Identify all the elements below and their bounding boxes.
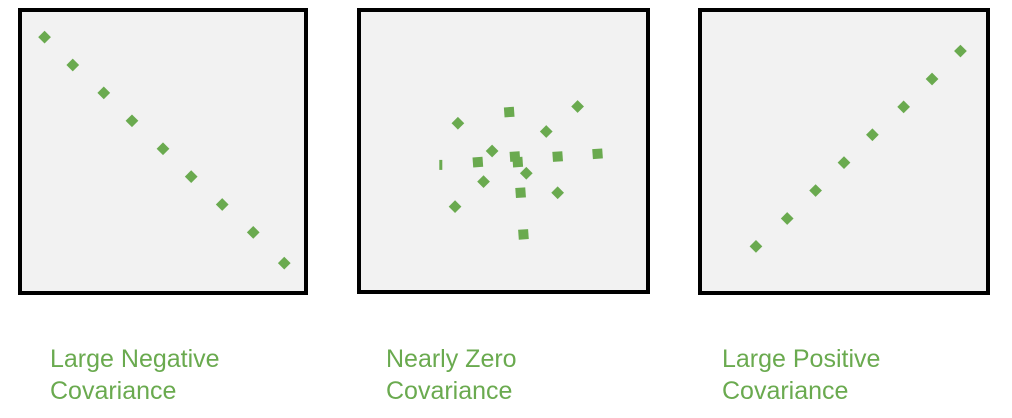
scatter-point [749,239,763,253]
scatter-point [925,72,939,86]
zero-covariance-plot [357,8,650,294]
scatter-point [448,200,462,213]
scatter-point [184,170,198,183]
scatter-point [472,156,484,168]
negative-caption-line-2: Covariance [50,377,177,405]
scatter-point [439,159,443,170]
scatter-point [780,212,794,225]
scatter-point [503,106,515,118]
scatter-point [519,166,533,180]
scatter-point [518,229,529,240]
scatter-point [809,184,822,197]
scatter-point [897,100,911,114]
scatter-point [485,144,499,158]
scatter-point [837,156,851,170]
scatter-point [477,175,490,188]
scatter-point [515,187,526,199]
zero-covariance-svg [439,100,603,240]
positive-caption-line-2: Covariance [722,377,849,405]
zero-covariance-caption: Nearly Zero Covariance [386,343,517,407]
zero-caption-line-2: Covariance [386,377,513,405]
scatter-point [954,44,967,58]
positive-caption-line-1: Large Positive [722,345,881,373]
scatter-point [246,226,260,239]
scatter-point [552,151,563,162]
positive-covariance-plot [698,8,990,295]
scatter-point [539,125,553,138]
scatter-point [551,186,565,200]
scatter-point [156,142,170,156]
negative-covariance-caption: Large Negative Covariance [50,343,220,407]
scatter-point [66,58,80,72]
positive-covariance-caption: Large Positive Covariance [722,343,880,407]
scatter-point [97,86,111,100]
negative-caption-line-1: Large Negative [50,345,220,373]
zero-caption-line-1: Nearly Zero [386,345,517,373]
scatter-point [451,116,465,130]
scatter-point [215,198,229,211]
scatter-point [125,114,139,128]
scatter-point [38,30,51,44]
scatter-point [592,148,603,160]
scatter-point [512,156,524,168]
scatter-point [277,256,291,270]
positive-covariance-svg [749,44,967,253]
scatter-point [571,100,584,113]
negative-covariance-svg [38,30,291,270]
scatter-point [866,128,879,142]
negative-covariance-plot [18,8,308,295]
